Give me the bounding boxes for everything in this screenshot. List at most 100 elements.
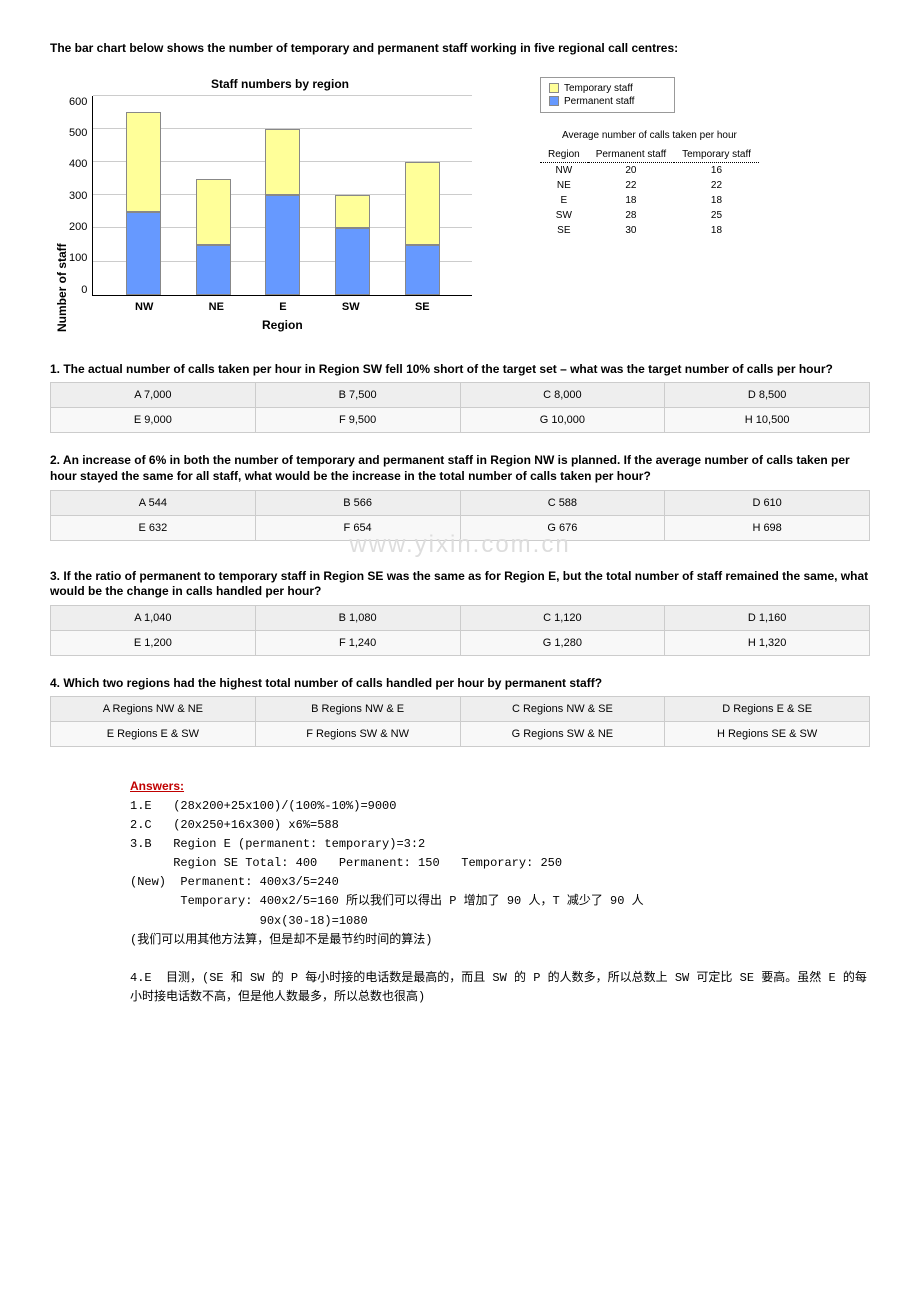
answer-option[interactable]: G 10,000 [460, 408, 665, 433]
calls-table-header: Region [540, 147, 588, 163]
chart-container: Staff numbers by region Number of staff … [50, 77, 510, 332]
answer-option[interactable]: G 1,280 [460, 630, 665, 655]
chart-plot [92, 96, 472, 296]
x-tick: E [279, 301, 286, 313]
answers-section: Answers: 1.E (28x200+25x100)/(100%-10%)=… [50, 777, 870, 1007]
bar-perm [196, 245, 231, 295]
chart-legend: Temporary staffPermanent staff [540, 77, 675, 113]
y-axis-label: Number of staff [50, 96, 69, 332]
answer-option[interactable]: B 7,500 [255, 383, 460, 408]
answer-option[interactable]: D 610 [665, 490, 870, 515]
chart-title: Staff numbers by region [50, 77, 510, 91]
answer-option[interactable]: A 1,040 [51, 605, 256, 630]
y-tick: 400 [69, 158, 87, 170]
answer-option[interactable]: E 632 [51, 515, 256, 540]
answer-line: 2.C (20x250+16x300) x6%=588 [130, 816, 870, 835]
calls-table-cell: SE [540, 223, 588, 238]
answer-option[interactable]: A 7,000 [51, 383, 256, 408]
bar-E [265, 96, 300, 295]
y-tick: 600 [69, 96, 87, 108]
legend-item: Temporary staff [549, 82, 666, 95]
answer-line: Temporary: 400x2/5=160 所以我们可以得出 P 增加了 90… [130, 892, 870, 911]
bar-temp [126, 112, 161, 212]
answer-option[interactable]: F Regions SW & NW [255, 722, 460, 747]
answer-option[interactable]: F 9,500 [255, 408, 460, 433]
answer-line [130, 950, 870, 969]
calls-table-title: Average number of calls taken per hour [540, 128, 759, 147]
y-tick: 300 [69, 190, 87, 202]
calls-table-header: Temporary staff [674, 147, 759, 163]
x-tick: SE [415, 301, 430, 313]
calls-table-row: NE2222 [540, 178, 759, 193]
bar-SE [405, 96, 440, 295]
answer-option[interactable]: F 1,240 [255, 630, 460, 655]
bar-SW [335, 96, 370, 295]
answer-option[interactable]: A Regions NW & NE [51, 697, 256, 722]
legend-swatch [549, 96, 559, 106]
x-tick: SW [342, 301, 360, 313]
y-axis-ticks: 6005004003002001000 [69, 96, 92, 296]
answer-option[interactable]: B 1,080 [255, 605, 460, 630]
calls-table-cell: E [540, 193, 588, 208]
calls-table-cell: NW [540, 163, 588, 178]
answer-option[interactable]: G Regions SW & NE [460, 722, 665, 747]
answer-option[interactable]: C Regions NW & SE [460, 697, 665, 722]
bar-temp [265, 129, 300, 195]
chart-section: Staff numbers by region Number of staff … [50, 77, 870, 332]
x-tick: NW [135, 301, 153, 313]
question-text: 1. The actual number of calls taken per … [50, 362, 870, 378]
calls-table-row: SW2825 [540, 208, 759, 223]
calls-table-cell: 22 [674, 178, 759, 193]
calls-table-cell: 20 [588, 163, 674, 178]
answer-line: 1.E (28x200+25x100)/(100%-10%)=9000 [130, 797, 870, 816]
y-tick: 0 [69, 284, 87, 296]
answer-option[interactable]: D Regions E & SE [665, 697, 870, 722]
answer-option[interactable]: D 1,160 [665, 605, 870, 630]
answer-table: A 7,000B 7,500C 8,000D 8,500 E 9,000F 9,5… [50, 382, 870, 433]
bar-perm [265, 195, 300, 295]
answer-option[interactable]: A 544 [51, 490, 256, 515]
bar-temp [405, 162, 440, 245]
answer-option[interactable]: C 8,000 [460, 383, 665, 408]
bar-temp [335, 195, 370, 228]
calls-table-cell: NE [540, 178, 588, 193]
answer-line: Region SE Total: 400 Permanent: 150 Temp… [130, 854, 870, 873]
answer-option[interactable]: H 1,320 [665, 630, 870, 655]
question-text: 4. Which two regions had the highest tot… [50, 676, 870, 692]
answer-option[interactable]: F 654 [255, 515, 460, 540]
answer-line: 90x(30-18)=1080 [130, 912, 870, 931]
calls-table-cell: 16 [674, 163, 759, 178]
bar-NW [126, 96, 161, 295]
x-axis-ticks: NWNEESWSE [92, 296, 472, 313]
bar-temp [196, 179, 231, 245]
answer-line: (我们可以用其他方法算，但是却不是最节约时间的算法) [130, 931, 870, 950]
answer-option[interactable]: C 1,120 [460, 605, 665, 630]
calls-table-row: E1818 [540, 193, 759, 208]
answer-option[interactable]: H 698 [665, 515, 870, 540]
answer-option[interactable]: H Regions SE & SW [665, 722, 870, 747]
bar-perm [405, 245, 440, 295]
bar-perm [335, 228, 370, 294]
calls-table-cell: 18 [588, 193, 674, 208]
answer-option[interactable]: H 10,500 [665, 408, 870, 433]
answer-option[interactable]: E Regions E & SW [51, 722, 256, 747]
answer-table: A 544B 566C 588D 610 E 632F 654G 676H 698 [50, 490, 870, 541]
answer-line: (New) Permanent: 400x3/5=240 [130, 873, 870, 892]
answer-option[interactable]: D 8,500 [665, 383, 870, 408]
answer-option[interactable]: B 566 [255, 490, 460, 515]
bar-perm [126, 212, 161, 295]
calls-table-cell: 18 [674, 193, 759, 208]
answer-option[interactable]: C 588 [460, 490, 665, 515]
calls-table-cell: 22 [588, 178, 674, 193]
y-tick: 200 [69, 221, 87, 233]
answer-option[interactable]: B Regions NW & E [255, 697, 460, 722]
calls-table-cell: 28 [588, 208, 674, 223]
y-tick: 100 [69, 252, 87, 264]
answer-table: A Regions NW & NEB Regions NW & EC Regio… [50, 696, 870, 747]
answer-option[interactable]: E 9,000 [51, 408, 256, 433]
legend-label: Permanent staff [564, 96, 634, 107]
question-text: 2. An increase of 6% in both the number … [50, 453, 870, 484]
answer-option[interactable]: E 1,200 [51, 630, 256, 655]
answers-heading: Answers: [130, 777, 870, 796]
answer-option[interactable]: G 676 [460, 515, 665, 540]
